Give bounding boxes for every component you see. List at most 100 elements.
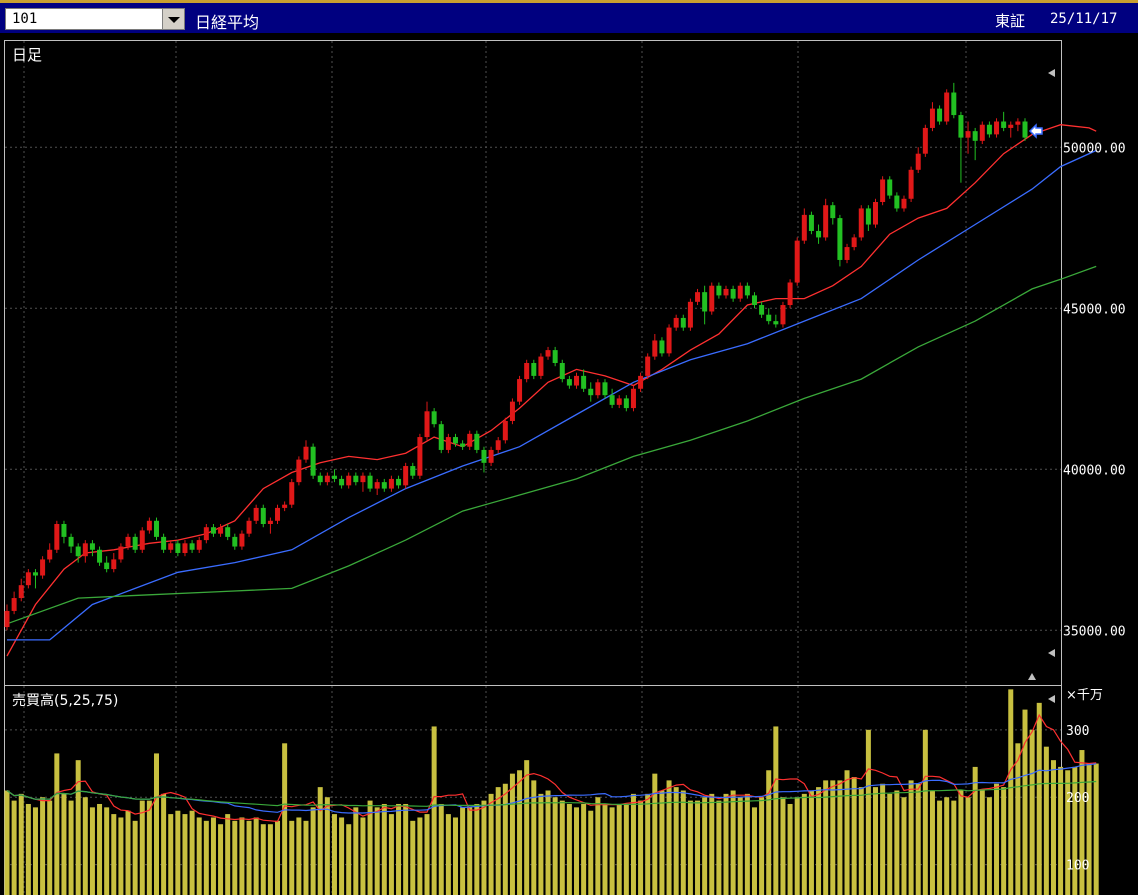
volume-bar <box>296 817 302 895</box>
volume-bar <box>972 766 978 895</box>
candle <box>695 288 701 306</box>
volume-bars <box>4 689 1099 895</box>
candle <box>381 478 387 492</box>
volume-bar <box>894 790 900 895</box>
chevron-down-icon <box>168 17 180 23</box>
scroll-left-icon[interactable] <box>1048 695 1055 703</box>
volume-bar <box>346 824 352 895</box>
candle <box>616 395 622 409</box>
volume-bar <box>168 814 174 895</box>
candle <box>54 520 60 553</box>
volume-moving-averages <box>6 713 1097 823</box>
candle <box>232 533 238 550</box>
expand-up-icon[interactable] <box>1028 673 1036 680</box>
candle <box>623 395 629 412</box>
volume-bar <box>695 800 701 895</box>
volume-bar <box>452 817 458 895</box>
scroll-left-icon[interactable] <box>1048 649 1055 657</box>
volume-bar <box>89 807 95 895</box>
volume-bar <box>609 807 615 895</box>
candle <box>289 478 295 508</box>
candle <box>467 430 473 450</box>
volume-bar <box>1072 766 1078 895</box>
volume-tick-label: 100 <box>1066 859 1089 874</box>
candle <box>303 440 309 463</box>
volume-bar <box>1029 729 1035 895</box>
volume-bar <box>666 780 672 895</box>
candle <box>937 105 943 125</box>
code-value[interactable]: 101 <box>12 11 38 27</box>
volume-tick-label: 300 <box>1066 724 1089 739</box>
volume-bar <box>18 793 24 895</box>
volume-bar <box>1093 763 1099 895</box>
candle <box>737 282 743 302</box>
volume-bar <box>986 797 992 895</box>
volume-bar <box>744 793 750 895</box>
candle <box>452 433 458 447</box>
candle <box>823 198 829 241</box>
code-combobox[interactable]: 101 <box>5 8 185 30</box>
price-axis: 35000.00 40000.00 45000.00 50000.00 <box>1063 141 1126 639</box>
volume-bar <box>581 803 587 895</box>
candle <box>445 433 451 454</box>
candle <box>652 334 658 360</box>
candle <box>431 408 437 428</box>
volume-bar <box>275 820 281 895</box>
volume-tick-label: 200 <box>1066 791 1089 806</box>
volume-bar <box>638 800 644 895</box>
candle <box>574 372 580 389</box>
volume-bar <box>317 787 323 895</box>
volume-bar <box>460 807 466 895</box>
candle <box>901 195 907 212</box>
candle <box>267 517 273 534</box>
volume-bar <box>282 743 288 895</box>
volume-bar <box>538 793 544 895</box>
candle <box>531 359 537 380</box>
candle <box>275 504 281 524</box>
candle <box>89 540 95 557</box>
chart-area: 日足 35000.00 40000.00 45000.00 50000.00 売買高(… <box>0 33 1138 895</box>
candle <box>161 533 167 553</box>
volume-bar <box>139 800 145 895</box>
moving-average-line <box>7 149 1097 641</box>
volume-bar <box>659 790 665 895</box>
volume-bar <box>210 817 216 895</box>
volume-bar <box>630 793 636 895</box>
candle <box>196 536 202 553</box>
volume-bar <box>1015 743 1021 895</box>
volume-bar <box>652 773 658 895</box>
volume-bar <box>837 780 843 895</box>
candle <box>47 543 53 563</box>
dropdown-button[interactable] <box>162 9 184 29</box>
volume-bar <box>481 800 487 895</box>
candle <box>260 504 266 528</box>
candle <box>638 372 644 392</box>
candle <box>830 202 836 225</box>
volume-bar <box>808 790 814 895</box>
volume-bar <box>32 807 38 895</box>
volume-bar <box>239 817 245 895</box>
volume-bar <box>794 797 800 895</box>
price-grid <box>5 41 1061 685</box>
volume-bar <box>979 790 985 895</box>
candle <box>880 176 886 206</box>
volume-bar <box>737 797 743 895</box>
candle <box>210 524 216 537</box>
volume-bar <box>68 800 74 895</box>
candle <box>218 524 224 537</box>
candle <box>317 472 323 486</box>
volume-bar <box>189 810 195 895</box>
scroll-left-icon[interactable] <box>1048 69 1055 77</box>
candle <box>887 176 893 199</box>
volume-moving-average-line <box>6 780 1097 807</box>
candle <box>410 462 416 479</box>
candle <box>673 314 679 331</box>
candle <box>346 472 352 489</box>
volume-bar <box>445 814 451 895</box>
candle <box>816 224 822 244</box>
candle <box>702 285 708 325</box>
volume-bar <box>780 797 786 895</box>
candle <box>75 543 81 563</box>
volume-bar <box>801 793 807 895</box>
volume-bar <box>153 753 159 895</box>
